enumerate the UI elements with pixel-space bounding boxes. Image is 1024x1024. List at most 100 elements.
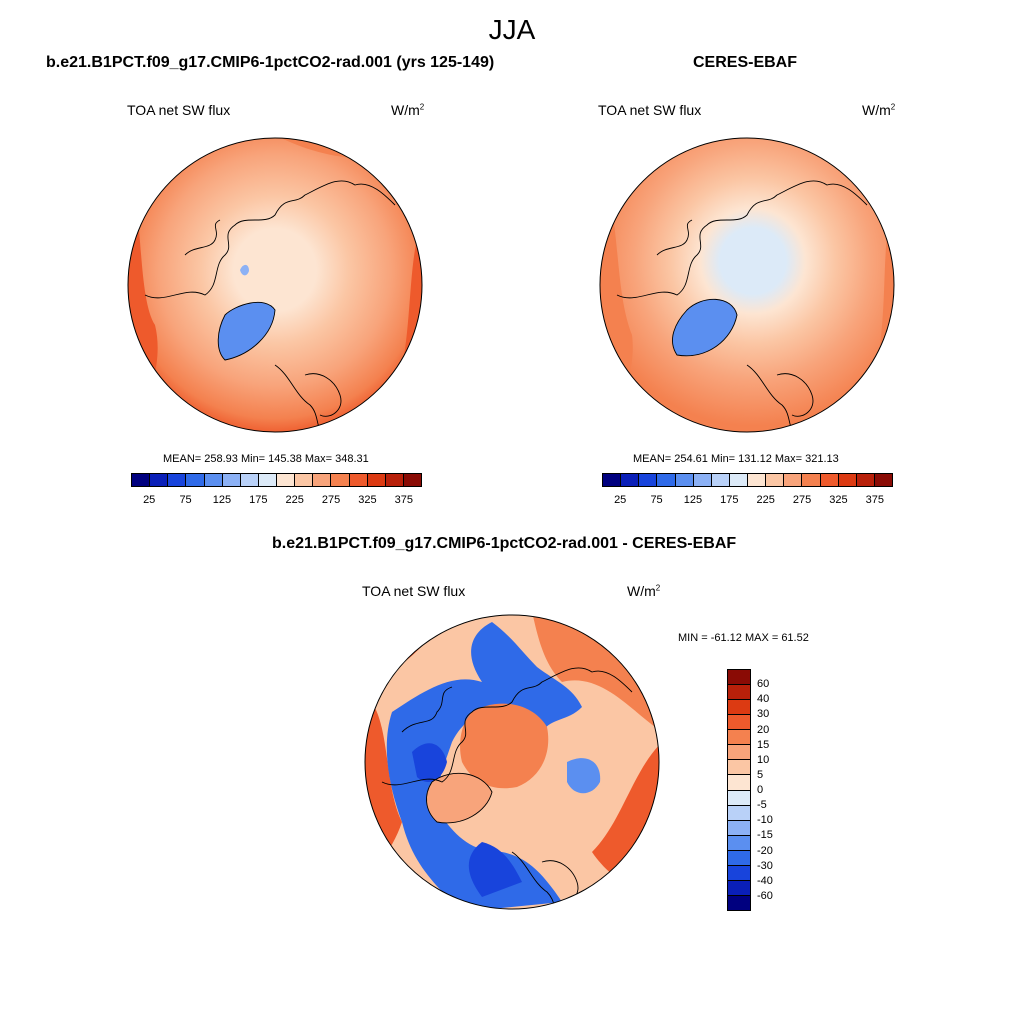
- colorbar-swatch: [222, 474, 241, 486]
- colorbar-swatch: [728, 745, 750, 761]
- colorbar-swatch: [240, 474, 259, 486]
- colorbar-tick-label: 125: [212, 494, 232, 506]
- panel1-greenland-low-flux: [218, 302, 275, 360]
- colorbar-swatch: [728, 895, 750, 910]
- colorbar-swatch: [728, 760, 750, 776]
- colorbar-tick-label: 275: [792, 494, 812, 506]
- colorbar-tick-label: -15: [757, 829, 773, 842]
- colorbar-swatch: [728, 880, 750, 896]
- panel3-stats: MIN = -61.12 MAX = 61.52: [678, 632, 809, 644]
- panel1-units-label: W/m2: [391, 102, 425, 118]
- colorbar-tick-label: 225: [285, 494, 304, 506]
- colorbar-swatch: [385, 474, 404, 486]
- colorbar-swatch: [367, 474, 386, 486]
- colorbar-tick-label: 10: [757, 753, 770, 766]
- panel3-variable-label: TOA net SW flux: [362, 583, 466, 599]
- panel2-units-label: W/m2: [862, 102, 896, 118]
- panel2-greenland-low-flux: [672, 299, 737, 356]
- colorbar-tick-label: 225: [756, 494, 775, 506]
- panel2-colorbar-ticks: 25 75 125 175 225 275 325 375: [602, 494, 893, 508]
- colorbar-tick-label: -5: [757, 799, 767, 812]
- panel3-negative-core: [412, 743, 447, 782]
- colorbar-swatch: [728, 685, 750, 701]
- colorbar-swatch: [748, 474, 767, 486]
- panel3-arctic-positive: [460, 703, 549, 789]
- colorbar-swatch: [729, 474, 748, 486]
- panel3-greenland-positive: [426, 773, 492, 823]
- panel3-polar-map: [364, 614, 660, 910]
- colorbar-swatch: [728, 715, 750, 731]
- colorbar-tick-label: 5: [757, 768, 764, 781]
- colorbar-tick-label: -20: [757, 844, 773, 857]
- panel3-field: [365, 615, 659, 909]
- panel1-field: [128, 138, 422, 432]
- colorbar-tick-label: 30: [757, 708, 770, 721]
- colorbar-swatch: [693, 474, 712, 486]
- colorbar-swatch: [349, 474, 368, 486]
- panel1-colorbar: [131, 473, 422, 487]
- figure-title: JJA: [488, 14, 536, 45]
- colorbar-tick-label: -30: [757, 859, 773, 872]
- colorbar-tick-label: 40: [757, 693, 770, 706]
- colorbar-swatch: [132, 474, 151, 486]
- panel3-map-boundary: [364, 614, 660, 910]
- colorbar-swatch: [258, 474, 277, 486]
- colorbar-swatch: [657, 474, 676, 486]
- panel2-map-boundary: [599, 137, 895, 433]
- colorbar-swatch: [728, 670, 750, 686]
- panel3-colorbar-ticks: 60 40 30 20 15 10 5 0 -5 -10 -15 -20 -30 -40 -60: [757, 669, 797, 911]
- panel3-title: b.e21.B1PCT.f09_g17.CMIP6-1pctCO2-rad.00…: [272, 535, 737, 552]
- panel2-variable-label: TOA net SW flux: [598, 102, 702, 118]
- panel1-map-boundary: [127, 137, 423, 433]
- colorbar-swatch: [295, 474, 314, 486]
- colorbar-tick-label: -40: [757, 874, 773, 887]
- panel1-title: b.e21.B1PCT.f09_g17.CMIP6-1pctCO2-rad.00…: [46, 54, 495, 71]
- colorbar-swatch: [204, 474, 223, 486]
- colorbar-tick-label: 375: [865, 494, 884, 506]
- colorbar-tick-label: 75: [179, 494, 192, 506]
- colorbar-swatch: [820, 474, 839, 486]
- colorbar-swatch: [728, 865, 750, 881]
- panel3-colorbar: [727, 669, 751, 911]
- panel1-colorbar-ticks: 25 75 125 175 225 275 325 375: [131, 494, 422, 508]
- colorbar-tick-label: 25: [614, 494, 627, 506]
- colorbar-swatch: [150, 474, 169, 486]
- colorbar-swatch: [711, 474, 730, 486]
- colorbar-tick-label: 0: [757, 784, 764, 796]
- panel2-title: CERES-EBAF: [693, 54, 798, 71]
- colorbar-swatch: [784, 474, 803, 486]
- colorbar-tick-label: -60: [757, 889, 773, 902]
- colorbar-swatch: [728, 730, 750, 746]
- colorbar-swatch: [838, 474, 857, 486]
- colorbar-swatch: [802, 474, 821, 486]
- colorbar-tick-label: 60: [757, 678, 770, 691]
- colorbar-tick-label: 15: [757, 738, 770, 751]
- colorbar-swatch: [728, 805, 750, 821]
- colorbar-tick-label: 175: [249, 494, 268, 506]
- colorbar-tick-label: -10: [757, 814, 773, 827]
- panel2-polar-map: [599, 137, 895, 433]
- colorbar-swatch: [331, 474, 350, 486]
- panel2-colorbar: [602, 473, 893, 487]
- colorbar-swatch: [168, 474, 187, 486]
- colorbar-swatch: [728, 700, 750, 716]
- colorbar-tick-label: 325: [829, 494, 848, 506]
- colorbar-swatch: [186, 474, 205, 486]
- colorbar-swatch: [277, 474, 296, 486]
- panel3-negative-region: [386, 622, 582, 909]
- colorbar-swatch: [728, 775, 750, 791]
- panel3-negative-patch: [567, 758, 601, 794]
- colorbar-tick-label: 75: [650, 494, 663, 506]
- colorbar-swatch: [874, 474, 892, 486]
- panel1-polar-map: [127, 137, 423, 433]
- panel2-stats: MEAN= 254.61 Min= 131.12 Max= 321.13: [633, 453, 839, 465]
- colorbar-tick-label: 275: [321, 494, 341, 506]
- panel3-negative-core: [468, 842, 522, 897]
- panel2-field: [600, 138, 894, 432]
- panel1-variable-label: TOA net SW flux: [127, 102, 231, 118]
- colorbar-swatch: [639, 474, 658, 486]
- colorbar-swatch: [603, 474, 622, 486]
- colorbar-swatch: [621, 474, 640, 486]
- colorbar-tick-label: 175: [720, 494, 739, 506]
- colorbar-swatch: [313, 474, 332, 486]
